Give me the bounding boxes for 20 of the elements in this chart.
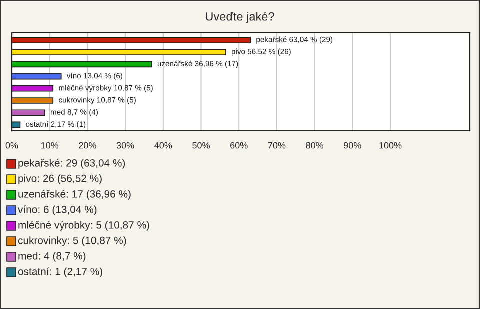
x-tick-label: 70% <box>268 142 286 149</box>
x-tick-label: 20% <box>79 142 96 149</box>
text: uzenářské: 17 (36,96 %) <box>18 190 131 200</box>
x-tick-label: 80% <box>306 142 324 149</box>
text: cukrovinky: 5 (10,87 %) <box>18 236 126 246</box>
x-tick-label: 50% <box>192 142 210 149</box>
text: ostatní: 1 (2,17 %) <box>18 268 102 278</box>
x-tick-label: 10% <box>42 142 59 149</box>
text: víno: 6 (13,04 %) <box>18 206 97 216</box>
x-tick-label: 100% <box>380 142 402 149</box>
text: mléčné výrobky: 5 (10,87 %) <box>18 221 150 231</box>
chart-title: Uveďte jaké? <box>206 12 274 24</box>
x-tick-label: 40% <box>154 142 172 149</box>
text: pekařské: 29 (63,04 %) <box>18 159 126 169</box>
x-tick-label: 0% <box>6 142 18 149</box>
text: med: 4 (8,7 %) <box>18 252 86 262</box>
x-tick-label: 90% <box>344 142 362 149</box>
x-tick-label: 30% <box>116 142 134 149</box>
x-tick-label: 60% <box>230 142 248 149</box>
text: pivo: 26 (56,52 %) <box>18 174 102 184</box>
